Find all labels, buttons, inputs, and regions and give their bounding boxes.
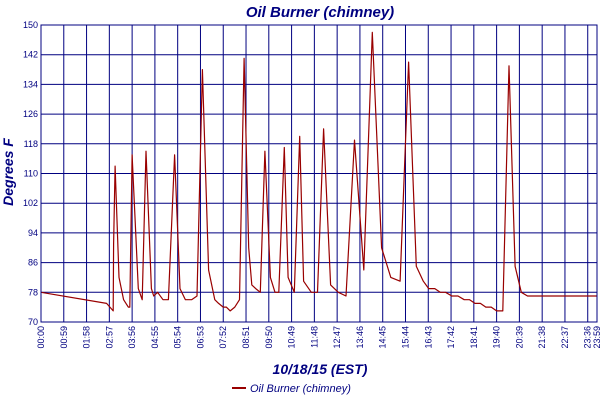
y-tick-label: 78 [28,287,38,297]
legend: Oil Burner (chimney) [232,383,351,395]
x-tick-label: 02:57 [104,326,114,349]
x-tick-label: 00:59 [59,326,69,349]
y-tick-label: 94 [28,228,38,238]
y-tick-label: 102 [23,198,38,208]
x-tick-label: 04:55 [150,326,160,349]
y-tick-label: 126 [23,109,38,119]
y-tick-label: 134 [23,79,38,89]
x-tick-label: 05:54 [173,326,183,349]
y-tick-label: 142 [23,50,38,60]
y-tick-label: 150 [23,20,38,30]
grid [40,24,598,323]
y-tick-label: 86 [28,258,38,268]
x-tick-label: 06:53 [195,326,205,349]
x-tick-label: 18:41 [469,326,479,349]
x-tick-label: 09:50 [264,326,274,349]
chart-title: Oil Burner (chimney) [246,4,394,21]
x-tick-label: 08:51 [241,326,251,349]
x-tick-label: 23:59 [592,326,600,349]
x-tick-label: 19:40 [492,326,502,349]
x-tick-label: 14:45 [378,326,388,349]
x-tick-label: 20:39 [514,326,524,349]
y-axis-title: Degrees F [0,138,16,206]
x-tick-label: 21:38 [537,326,547,349]
x-tick-label: 11:48 [309,326,319,348]
x-tick-label: 15:44 [400,326,410,349]
x-tick-label: 17:42 [446,326,456,349]
series-line-0 [40,31,597,312]
x-tick-label: 03:56 [127,326,137,349]
plot-frame [40,24,598,323]
x-tick-label: 00:00 [36,326,46,349]
x-tick-label: 13:46 [355,326,365,349]
x-tick-label: 16:43 [423,326,433,349]
y-tick-label: 118 [24,139,38,149]
x-tick-label: 23:36 [583,326,593,349]
x-axis-title: 10/18/15 (EST) [273,361,368,377]
x-tick-label: 10:49 [287,326,297,349]
y-tick-label: 70 [28,317,38,327]
x-tick-label: 07:52 [218,326,228,349]
x-tick-label: 12:47 [332,326,342,349]
axes: 70 78 86 94 102 110 118 126 134 142 150 00:00 00:59 0… [23,20,600,349]
y-tick-label: 110 [24,169,38,179]
legend-label: Oil Burner (chimney) [250,383,351,395]
x-tick-label: 22:37 [560,326,570,349]
series-layer [40,31,597,312]
x-tick-label: 01:58 [82,326,92,349]
